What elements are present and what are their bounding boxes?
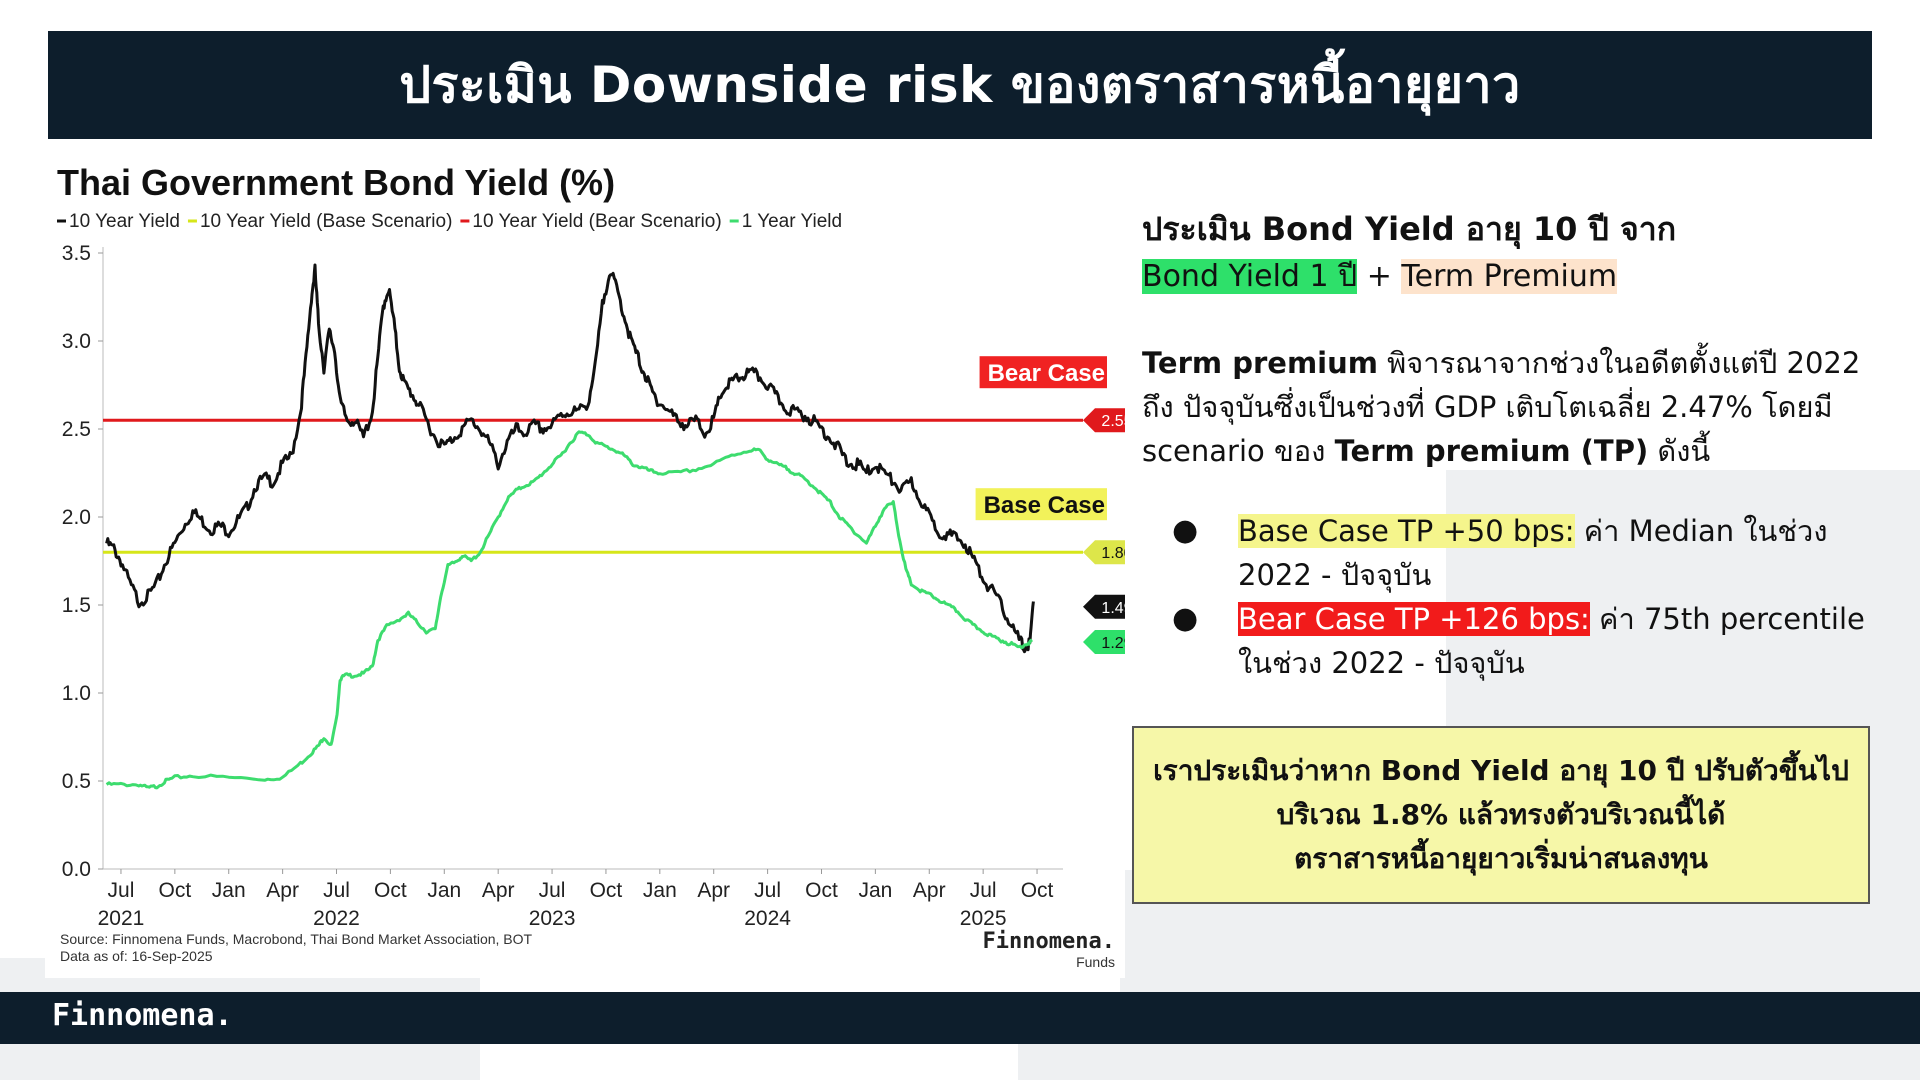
y-tick-label: 3.0 [62, 330, 91, 353]
conclusion-line-2: บริเวณ 1.8% แล้วทรงตัวบริเวณนี้ได้ [1276, 798, 1726, 831]
chart-axes: 3.5 3.0 2.5 2.0 1.5 1.0 0.5 0.0 Jul 2021 Oct Jan Apr… [62, 242, 1063, 930]
para-text: พิจารณาจากช่วงในอดีตตั้งแต่ปี 2022 ถึง ป… [1142, 346, 1861, 468]
legend-label: 10 Year Yield [69, 211, 180, 232]
scenario-list: ● Base Case TP +50 bps: ค่า Median ในช่วง… [1142, 509, 1882, 685]
x-tick-label: Oct [374, 879, 407, 902]
footer-bar: Finnomena. [0, 992, 1920, 1044]
legend-label: 10 Year Yield (Base Scenario) [200, 211, 452, 232]
para-bold-term: Term premium [1142, 346, 1378, 380]
value-tag-label: 1.49 [1101, 600, 1125, 617]
header-bar: ประเมิน Downside risk ของตราสารหนี้อายุย… [48, 31, 1872, 139]
para-bold-tp: Term premium (TP) [1334, 434, 1649, 468]
x-tick-label: Jan [427, 879, 461, 902]
x-tick-label: Jan [212, 879, 246, 902]
chart-date: Data as of: 16-Sep-2025 [60, 948, 213, 964]
y-tick-label: 1.0 [62, 682, 91, 705]
explanation-panel: ประเมิน Bond Yield อายุ 10 ปี จาก Bond Y… [1142, 205, 1882, 701]
y-tick-label: 2.0 [62, 506, 91, 529]
chart-brand-sub: Funds [1076, 954, 1115, 970]
x-tick-label: Jul [108, 879, 135, 902]
x-tick-label: Apr [697, 879, 730, 902]
value-tag-label: 2.55 [1101, 413, 1125, 430]
list-item-bear-case: ● Bear Case TP +126 bps: ค่า 75th percent… [1142, 597, 1882, 685]
x-year-label: 2024 [744, 907, 791, 930]
bullet-icon: ● [1172, 601, 1199, 636]
chart-brand: Finnomena. [983, 929, 1115, 954]
x-tick-label: Oct [159, 879, 192, 902]
conclusion-text: เราประเมินว่าหาก Bond Yield อายุ 10 ปี ป… [1153, 749, 1849, 881]
annotation-label: Bear Case [988, 360, 1105, 387]
value-tag [1083, 629, 1125, 654]
value-tag [1083, 540, 1125, 565]
y-tick-label: 2.5 [62, 418, 91, 441]
list-item-base-case: ● Base Case TP +50 bps: ค่า Median ในช่วง… [1142, 509, 1882, 597]
x-tick-label: Apr [482, 879, 515, 902]
conclusion-line-3: ตราสารหนี้อายุยาวเริ่มน่าสนลงทุน [1294, 842, 1708, 875]
series-line [105, 263, 1035, 654]
x-tick-label: Apr [913, 879, 946, 902]
x-year-label: 2022 [313, 907, 360, 930]
page-title: ประเมิน Downside risk ของตราสารหนี้อายุย… [399, 55, 1521, 114]
chart-value-tags: 2.55 1.80 1.49 1.29 Bear Case Base Case [975, 356, 1125, 654]
value-tag [1083, 408, 1125, 433]
legend-label: 10 Year Yield (Bear Scenario) [472, 211, 721, 232]
legend-label: 1 Year Yield [742, 211, 842, 232]
x-tick-label: Jul [754, 879, 781, 902]
para-end: ดังนี้ [1648, 434, 1711, 468]
x-tick-label: Oct [590, 879, 623, 902]
x-tick-label: Oct [805, 879, 838, 902]
y-tick-label: 0.0 [62, 858, 91, 881]
conclusion-box: เราประเมินว่าหาก Bond Yield อายุ 10 ปี ป… [1132, 726, 1870, 904]
series-line [105, 430, 1033, 790]
bullet-icon: ● [1172, 513, 1199, 548]
term-premium-paragraph: Term premium พิจารณาจากช่วงในอดีตตั้งแต่… [1142, 341, 1882, 473]
base-case-highlight: Base Case TP +50 bps: [1238, 514, 1575, 548]
value-tag-label: 1.80 [1101, 545, 1125, 562]
conclusion-line-1: เราประเมินว่าหาก Bond Yield อายุ 10 ปี ป… [1153, 754, 1849, 787]
formula-one-year: Bond Yield 1 ปี [1142, 259, 1358, 294]
y-tick-label: 1.5 [62, 594, 91, 617]
chart-plot [103, 263, 1083, 790]
x-tick-label: Jan [643, 879, 677, 902]
formula: Bond Yield 1 ปี + Term Premium [1142, 255, 1882, 299]
chart-title: Thai Government Bond Yield (%) [57, 162, 615, 203]
x-tick-label: Jul [323, 879, 350, 902]
x-year-label: 2025 [960, 907, 1007, 930]
formula-plus: + [1366, 259, 1392, 294]
bear-case-highlight: Bear Case TP +126 bps: [1238, 602, 1590, 636]
x-year-label: 2023 [529, 907, 576, 930]
annotation-box [979, 356, 1107, 389]
chart-legend: 10 Year Yield 10 Year Yield (Base Scenari… [57, 211, 842, 232]
x-tick-label: Jan [858, 879, 892, 902]
x-tick-label: Oct [1021, 879, 1054, 902]
x-tick-label: Apr [266, 879, 299, 902]
explanation-title: ประเมิน Bond Yield อายุ 10 ปี จาก [1142, 210, 1677, 248]
bg-decor-bottom-right [1018, 1044, 1920, 1080]
chart-source: Source: Finnomena Funds, Macrobond, Thai… [60, 931, 533, 947]
formula-term-premium: Term Premium [1401, 259, 1618, 294]
y-tick-label: 0.5 [62, 770, 91, 793]
value-tag-label: 1.29 [1101, 635, 1125, 652]
chart-panel: Thai Government Bond Yield (%) 10 Year Y… [45, 155, 1125, 978]
x-year-label: 2021 [98, 907, 145, 930]
base-case-text: ค่า Median ในช่วง 2022 - ปัจจุบัน [1238, 514, 1828, 592]
footer-logo: Finnomena. [52, 998, 233, 1033]
bear-case-text: ค่า 75th percentile ในช่วง 2022 - ปัจจุบ… [1238, 602, 1865, 680]
y-tick-label: 3.5 [62, 242, 91, 265]
bond-yield-chart: Thai Government Bond Yield (%) 10 Year Y… [57, 162, 1125, 970]
value-tag [1083, 594, 1125, 619]
annotation-box [975, 488, 1107, 521]
x-tick-label: Jul [539, 879, 566, 902]
x-tick-label: Jul [970, 879, 997, 902]
annotation-label: Base Case [984, 492, 1105, 519]
